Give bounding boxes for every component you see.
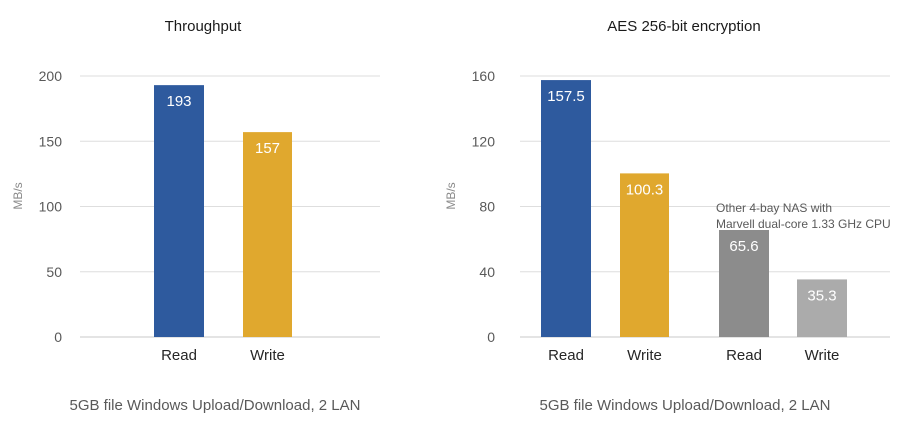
bar-data-label: 100.3 <box>626 181 664 198</box>
y-tick-label: 160 <box>472 68 496 84</box>
x-category-label: Read <box>548 347 584 364</box>
bar-data-label: 65.6 <box>729 238 758 255</box>
bar-read-1 <box>541 80 591 337</box>
bar-write-2 <box>620 173 669 337</box>
x-axis-caption: 5GB file Windows Upload/Download, 2 LAN <box>540 397 831 414</box>
x-category-label: Write <box>627 347 662 364</box>
y-tick-label: 200 <box>39 68 63 84</box>
y-tick-label: 150 <box>39 133 63 149</box>
y-tick-label: 40 <box>479 264 495 280</box>
y-axis-label: MB/s <box>444 182 458 209</box>
y-tick-label: 80 <box>479 199 495 215</box>
bar-data-label: 193 <box>166 93 191 110</box>
y-tick-label: 120 <box>472 133 496 149</box>
x-category-label: Write <box>805 347 840 364</box>
bar-write-4 <box>797 279 847 337</box>
bar-data-label: 35.3 <box>807 287 836 304</box>
y-axis-label: MB/s <box>11 182 25 209</box>
annotation-text: Marvell dual-core 1.33 GHz CPU <box>716 217 891 231</box>
bar-data-label: 157 <box>255 140 280 157</box>
bar-read-3 <box>719 229 769 337</box>
y-tick-label: 100 <box>39 199 63 215</box>
y-tick-label: 0 <box>487 329 495 345</box>
bar-write-2 <box>243 132 292 337</box>
x-category-label: Write <box>250 347 285 364</box>
chart-title: Throughput <box>165 18 243 35</box>
x-category-label: Read <box>726 347 762 364</box>
x-category-label: Read <box>161 347 197 364</box>
chart-title: AES 256-bit encryption <box>607 18 760 35</box>
y-tick-label: 50 <box>46 264 62 280</box>
bar-data-label: 157.5 <box>547 88 585 105</box>
y-tick-label: 0 <box>54 329 62 345</box>
annotation-text: Other 4-bay NAS with <box>716 201 832 215</box>
x-axis-caption: 5GB file Windows Upload/Download, 2 LAN <box>70 397 361 414</box>
bar-read-1 <box>154 85 204 337</box>
